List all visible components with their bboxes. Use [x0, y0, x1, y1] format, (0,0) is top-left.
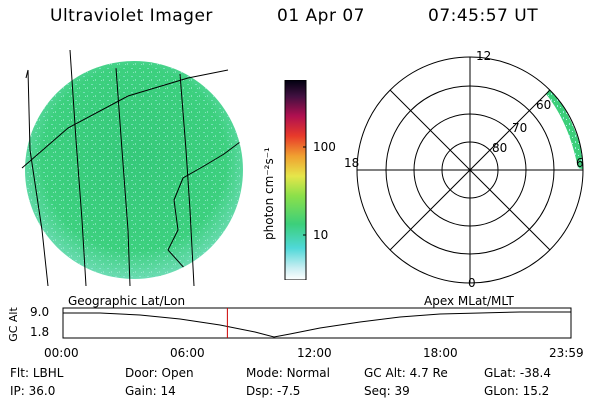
- timeline-ylabel: GC Alt: [6, 307, 20, 342]
- colorbar: [284, 80, 307, 280]
- timeline-xtick-2359: 23:59: [549, 346, 584, 360]
- instrument-title: Ultraviolet Imager: [50, 6, 213, 26]
- status-glat: GLat: -38.4: [484, 366, 551, 380]
- timeline-xtick-1200: 12:00: [297, 346, 332, 360]
- status-ip: IP: 36.0: [10, 384, 56, 398]
- timeline-left-caption: Geographic Lat/Lon: [68, 294, 186, 308]
- timeline-xtick-0600: 06:00: [170, 346, 205, 360]
- status-glon: GLon: 15.2: [484, 384, 550, 398]
- geographic-image: [21, 50, 243, 287]
- status-seq: Seq: 39: [364, 384, 410, 398]
- status-gc-alt: GC Alt: 4.7 Re: [364, 366, 448, 380]
- mlt-label-18: 18: [344, 156, 359, 170]
- mlt-label-12: 12: [476, 50, 491, 63]
- status-gain: Gain: 14: [125, 384, 176, 398]
- timeline-right-caption: Apex MLat/MLT: [424, 294, 514, 308]
- timeline-xtick-1800: 18:00: [423, 346, 458, 360]
- timeline-xtick-0000: 00:00: [44, 346, 79, 360]
- timeline-ytick-top: 9.0: [30, 305, 50, 319]
- altitude-curve: [63, 311, 571, 338]
- auroral-emission: [546, 88, 583, 170]
- observation-time: 07:45:57 UT: [428, 6, 539, 26]
- polar-grid: [356, 56, 584, 284]
- meridian-lines: [27, 50, 195, 287]
- polar-plot: 12 18 6 0 60 70 80: [344, 50, 584, 290]
- timeline-frame: [62, 307, 572, 339]
- altitude-timeline: [62, 307, 572, 339]
- colorbar-unit-label: photon cm⁻²s⁻¹: [262, 147, 276, 240]
- observation-date: 01 Apr 07: [277, 6, 365, 26]
- status-door: Door: Open: [125, 366, 194, 380]
- timeline-ytick-bottom: 1.8: [30, 325, 50, 339]
- mlat-label-60: 60: [536, 98, 551, 112]
- colorbar-tick-100: 100: [313, 140, 336, 154]
- status-mode: Mode: Normal: [246, 366, 330, 380]
- latitude-line: [21, 69, 229, 169]
- mlat-label-70: 70: [512, 121, 527, 135]
- status-filter: Flt: LBHL: [10, 366, 64, 380]
- mlt-label-0: 0: [468, 276, 476, 290]
- colorbar-tick-10: 10: [313, 228, 329, 242]
- mlt-label-6: 6: [576, 156, 584, 170]
- status-dsp: Dsp: -7.5: [246, 384, 301, 398]
- mlat-label-80: 80: [492, 141, 507, 155]
